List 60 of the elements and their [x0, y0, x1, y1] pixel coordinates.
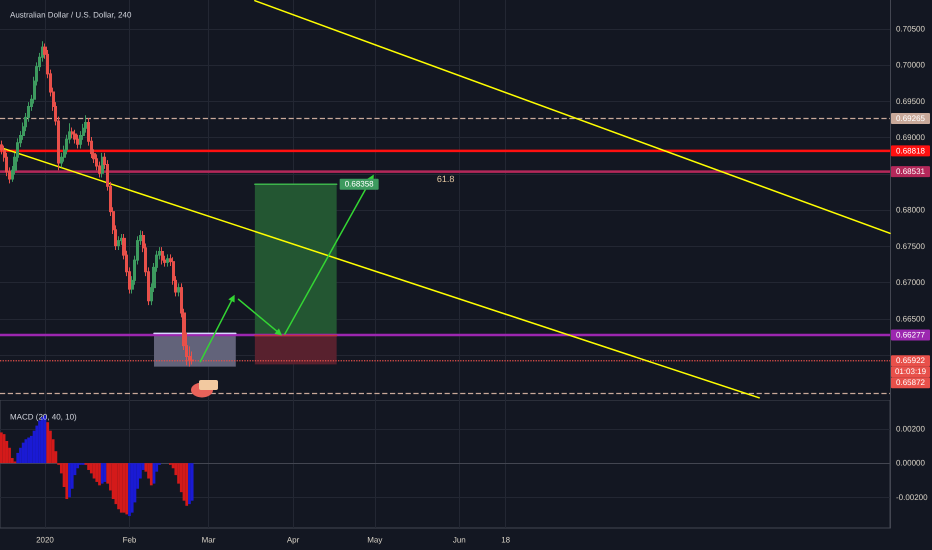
bar	[65, 463, 68, 499]
ref-line-label: 0.68531	[896, 167, 926, 176]
y-tick-label: 0.70000	[896, 60, 926, 70]
bar	[24, 439, 28, 464]
x-tick-label: Feb	[122, 536, 137, 544]
bar	[190, 463, 194, 501]
text: 0.65872	[896, 378, 926, 388]
y-tick-label: 0.69500	[896, 96, 926, 106]
ref-line-label: 0.68818	[896, 146, 926, 156]
bar	[98, 463, 101, 486]
bar	[87, 463, 90, 470]
bar	[27, 438, 30, 464]
bar	[122, 463, 126, 513]
candlestick	[161, 246, 164, 265]
y-tick-label: 0.00200	[896, 424, 926, 434]
text: MACD (20, 40, 10)	[10, 412, 78, 422]
data-label: 0.68358	[344, 180, 374, 189]
x-tick-label: Mar	[202, 536, 216, 544]
annotation: 61.8	[436, 174, 454, 184]
text: 01:03:19	[894, 367, 927, 376]
ref-line-label: 0.66277	[896, 330, 926, 340]
x-tick-label: May	[367, 536, 382, 544]
bar	[68, 463, 71, 498]
y-tick-label: 0.67000	[896, 278, 926, 288]
bar	[128, 463, 131, 516]
bar	[130, 463, 134, 513]
bar	[120, 463, 123, 513]
candlestick	[101, 152, 104, 178]
y-tick-label: 0.69000	[896, 133, 926, 142]
x-tick-label: 2020	[36, 536, 54, 544]
bar	[0, 432, 3, 464]
bar	[95, 463, 98, 482]
x-tick-label: 18	[501, 536, 511, 544]
candlestick	[166, 254, 169, 268]
bar	[92, 463, 96, 479]
bar	[125, 463, 128, 514]
text: Australian Dollar / U.S. Dollar, 240	[10, 10, 132, 20]
bar	[188, 463, 191, 504]
x-tick-label: Jun	[452, 536, 466, 544]
bar	[46, 422, 50, 464]
y-tick-label: -0.00200	[896, 492, 928, 502]
bar	[38, 420, 41, 464]
x-tick-label: Apr	[286, 536, 300, 544]
candlestick	[177, 282, 180, 297]
y-tick-label: 0.70500	[896, 24, 926, 34]
y-tick-label: 0.67500	[896, 242, 926, 251]
ref-line-label: 0.69265	[896, 114, 926, 123]
bar	[100, 463, 104, 484]
bar	[104, 463, 106, 482]
y-tick-label: 0.66500	[896, 314, 926, 324]
y-tick-label: 0.00000	[896, 458, 926, 468]
candlestick	[117, 236, 120, 250]
bar	[152, 463, 156, 484]
bar	[117, 463, 120, 510]
bar	[2, 434, 6, 464]
bar	[22, 442, 25, 464]
bar	[185, 463, 188, 506]
ref-line-label: 0.65922	[896, 356, 926, 366]
bar	[150, 463, 153, 486]
y-tick-label: 0.68000	[896, 206, 926, 215]
